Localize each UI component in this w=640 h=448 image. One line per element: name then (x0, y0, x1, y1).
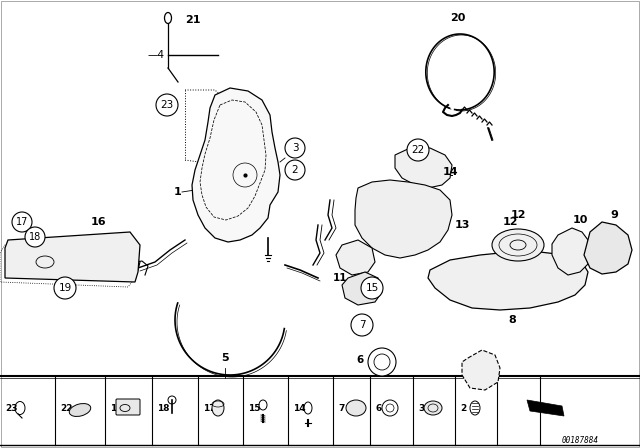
Circle shape (54, 277, 76, 299)
Text: 15: 15 (365, 283, 379, 293)
Text: 14: 14 (293, 404, 306, 413)
Text: 11: 11 (333, 273, 348, 283)
FancyBboxPatch shape (116, 399, 140, 415)
Circle shape (156, 94, 178, 116)
Text: 18: 18 (29, 232, 41, 242)
Text: 21: 21 (185, 15, 201, 25)
Text: 3: 3 (418, 404, 424, 413)
Polygon shape (342, 272, 382, 305)
Ellipse shape (212, 400, 224, 416)
Ellipse shape (164, 13, 172, 23)
Polygon shape (428, 252, 588, 310)
Circle shape (368, 348, 396, 376)
Text: 12: 12 (510, 210, 525, 220)
Polygon shape (355, 180, 452, 258)
Text: 14: 14 (442, 167, 458, 177)
Text: 6: 6 (375, 404, 381, 413)
Text: 19: 19 (110, 404, 123, 413)
Text: 17: 17 (203, 404, 216, 413)
Polygon shape (462, 350, 500, 390)
Circle shape (361, 277, 383, 299)
Circle shape (407, 139, 429, 161)
Polygon shape (336, 240, 375, 275)
Ellipse shape (424, 401, 442, 415)
Polygon shape (527, 400, 564, 416)
Polygon shape (5, 232, 140, 282)
Text: 5: 5 (221, 353, 229, 363)
Ellipse shape (346, 400, 366, 416)
Polygon shape (584, 222, 632, 274)
Polygon shape (395, 148, 452, 188)
Text: 12: 12 (502, 217, 518, 227)
Text: 1: 1 (174, 187, 182, 197)
Text: 6: 6 (356, 355, 364, 365)
Text: —4: —4 (148, 50, 165, 60)
Circle shape (285, 160, 305, 180)
Text: 15: 15 (248, 404, 260, 413)
Text: 16: 16 (90, 217, 106, 227)
Text: 18: 18 (157, 404, 170, 413)
Text: 22: 22 (60, 404, 72, 413)
Text: 10: 10 (572, 215, 588, 225)
Polygon shape (552, 228, 590, 275)
Text: 23: 23 (5, 404, 17, 413)
Ellipse shape (69, 404, 91, 417)
Circle shape (285, 138, 305, 158)
Text: 2: 2 (292, 165, 298, 175)
Circle shape (12, 212, 32, 232)
Text: 8: 8 (508, 315, 516, 325)
Text: 13: 13 (454, 220, 470, 230)
Text: 7: 7 (338, 404, 344, 413)
Text: 20: 20 (451, 13, 466, 23)
Text: 19: 19 (58, 283, 72, 293)
Circle shape (351, 314, 373, 336)
Text: 22: 22 (412, 145, 424, 155)
Text: 3: 3 (292, 143, 298, 153)
Text: 7: 7 (358, 320, 365, 330)
Polygon shape (192, 88, 280, 242)
Text: 00187884: 00187884 (561, 435, 598, 444)
Text: 17: 17 (16, 217, 28, 227)
Text: 9: 9 (610, 210, 618, 220)
Circle shape (25, 227, 45, 247)
Text: 23: 23 (161, 100, 173, 110)
Text: 2: 2 (460, 404, 467, 413)
Ellipse shape (492, 229, 544, 261)
